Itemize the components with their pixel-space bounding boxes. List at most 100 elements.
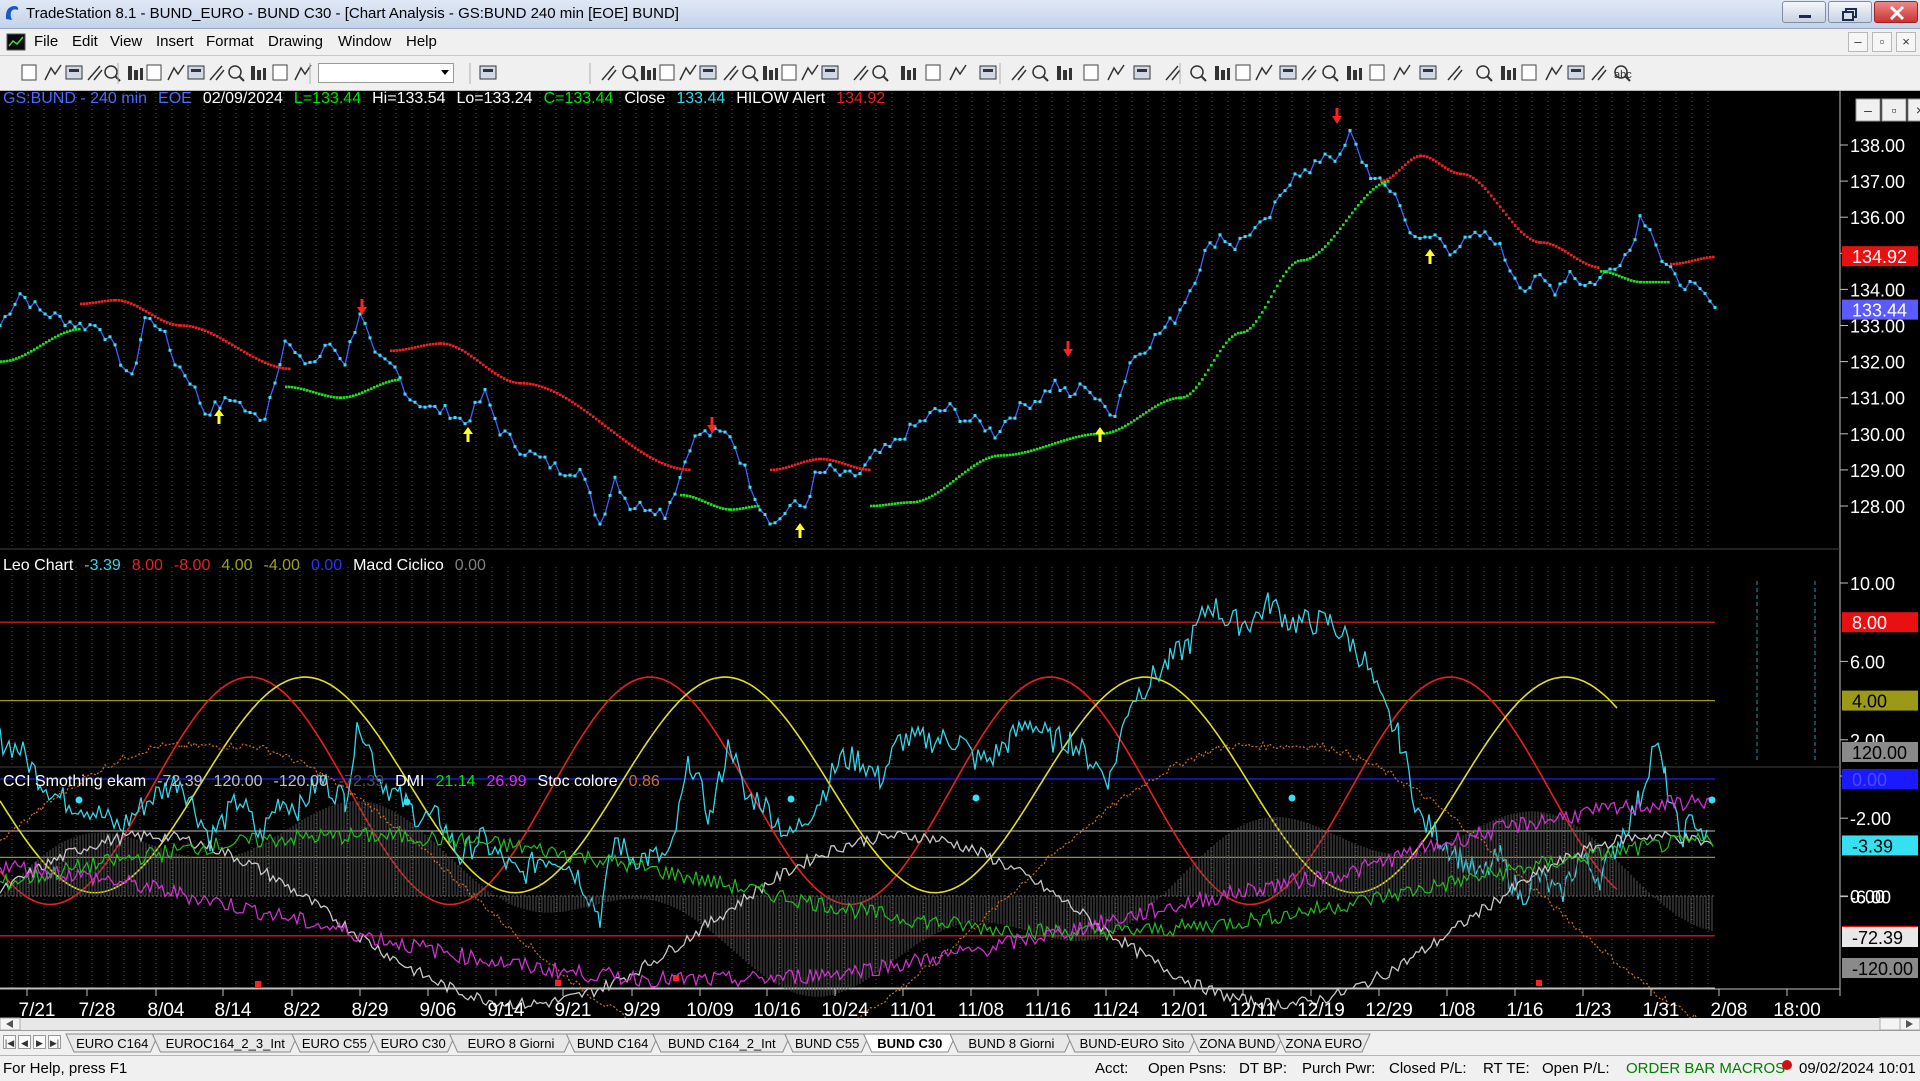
tab-next-button[interactable]: ▶: [33, 1035, 46, 1049]
menu-edit[interactable]: Edit: [72, 33, 98, 50]
toolbar-tool-icon[interactable]: [128, 66, 143, 80]
tab-first-button[interactable]: |◀: [3, 1035, 16, 1049]
tab-8[interactable]: BUND C30: [862, 1033, 957, 1053]
tab-3[interactable]: EURO C30: [370, 1033, 457, 1053]
menu-format[interactable]: Format: [206, 33, 254, 50]
toolbar-tool-icon[interactable]: [21, 64, 37, 81]
tab-0[interactable]: EURO C164: [65, 1033, 160, 1053]
menu-window[interactable]: Window: [338, 33, 392, 50]
toolbar-tool-icon[interactable]: [925, 64, 941, 81]
toolbar-tool-icon[interactable]: [272, 64, 288, 81]
tab-10[interactable]: BUND-EURO Sito: [1066, 1033, 1198, 1053]
inner-minimize-button[interactable]: –: [1855, 98, 1881, 122]
toolbar-tool-icon[interactable]: [1419, 65, 1437, 80]
toolbar-tool-icon[interactable]: [65, 65, 83, 80]
toolbar-tool-icon[interactable]: [1215, 66, 1230, 80]
chart-horizontal-scrollbar[interactable]: [0, 1017, 1920, 1030]
toolbar-tool-icon[interactable]: [479, 65, 497, 80]
toolbar-tool-icon[interactable]: [801, 64, 819, 81]
toolbar-tool-icon[interactable]: [1057, 66, 1072, 80]
toolbar-tool-icon[interactable]: [1322, 65, 1339, 82]
toolbar-tool-icon[interactable]: [622, 65, 639, 82]
toolbar-tool-icon[interactable]: [781, 64, 797, 81]
toolbar-tool-icon[interactable]: [228, 65, 245, 82]
toolbar-tool-icon[interactable]: [1133, 65, 1151, 80]
toolbar-tool-icon[interactable]: [853, 65, 869, 81]
close-button[interactable]: [1874, 1, 1918, 23]
tab-5[interactable]: BUND C164: [565, 1033, 660, 1053]
toolbar-tool-icon[interactable]: [1476, 65, 1493, 82]
toolbar-tool-icon[interactable]: [1614, 65, 1631, 82]
toolbar-tool-icon[interactable]: [1567, 65, 1585, 80]
tab-11[interactable]: ZONA BUND: [1190, 1033, 1285, 1053]
toolbar-tool-icon[interactable]: [1107, 64, 1125, 81]
toolbar-tool-icon[interactable]: [1165, 65, 1181, 81]
tab-7[interactable]: BUND C55: [784, 1033, 871, 1053]
toolbar-tool-icon[interactable]: [167, 64, 185, 81]
toolbar-tool-icon[interactable]: [1190, 65, 1207, 82]
toolbar-tool-icon[interactable]: [872, 65, 889, 82]
toolbar-tool-icon[interactable]: [1301, 65, 1317, 81]
toolbar-tool-icon[interactable]: [949, 64, 967, 81]
tab-9[interactable]: BUND 8 Giorni: [949, 1033, 1074, 1053]
toolbar-tool-icon[interactable]: [1235, 64, 1251, 81]
toolbar-tool-icon[interactable]: [1032, 65, 1049, 82]
toolbar-tool-icon[interactable]: [1393, 64, 1411, 81]
toolbar-tool-icon[interactable]: [44, 64, 62, 81]
menu-insert[interactable]: Insert: [156, 33, 194, 50]
toolbar-tool-icon[interactable]: [763, 66, 778, 80]
maximize-button[interactable]: [1828, 1, 1872, 23]
toolbar-tool-icon[interactable]: [1447, 65, 1463, 81]
minimize-button[interactable]: [1782, 1, 1826, 23]
mdi-minimize-button[interactable]: –: [1848, 32, 1868, 52]
toolbar-tool-icon[interactable]: [601, 65, 617, 81]
tab-1[interactable]: EUROC164_2_3_Int: [151, 1033, 299, 1053]
menu-view[interactable]: View: [110, 33, 143, 50]
toolbar-tool-icon[interactable]: [1591, 65, 1607, 81]
chart-canvas[interactable]: 138.00137.00136.00135.00134.00133.00132.…: [0, 91, 1920, 1030]
tabs[interactable]: EURO C164 EUROC164_2_3_Int EURO C55 EURO C3…: [0, 1031, 1920, 1055]
toolbar-tool-icon[interactable]: [1279, 65, 1297, 80]
toolbar-tool-icon[interactable]: [87, 65, 103, 81]
toolbar-tool-icon[interactable]: [1083, 64, 1099, 81]
chart-window-icon[interactable]: [6, 33, 26, 51]
toolbar-tool-icon[interactable]: [1501, 66, 1516, 80]
toolbar-tool-icon[interactable]: [146, 64, 162, 81]
mdi-close-button[interactable]: ×: [1896, 32, 1916, 52]
toolbar-tool-icon[interactable]: [1521, 64, 1537, 81]
toolbar-tool-icon[interactable]: [209, 65, 225, 81]
tab-2[interactable]: EURO C55: [291, 1033, 378, 1053]
tab-prev-button[interactable]: ◀: [18, 1035, 31, 1049]
toolbar-tool-icon[interactable]: [251, 66, 266, 80]
tab-last-button[interactable]: ▶|: [48, 1035, 61, 1049]
symbol-combo[interactable]: [318, 63, 454, 83]
toolbar-tool-icon[interactable]: [1369, 64, 1385, 81]
toolbar-tool-icon[interactable]: [723, 65, 739, 81]
menu-drawing[interactable]: Drawing: [268, 33, 324, 50]
menu-file[interactable]: File: [34, 33, 59, 50]
toolbar-tool-icon[interactable]: [1347, 66, 1362, 80]
toolbar-tool-icon[interactable]: [901, 66, 916, 80]
toolbar-tool-icon[interactable]: [821, 65, 839, 80]
toolbar-tool-icon[interactable]: [1255, 64, 1273, 81]
inner-restore-button[interactable]: ▫: [1881, 98, 1907, 122]
toolbar-tool-icon[interactable]: [641, 66, 656, 80]
chart-analysis-window[interactable]: 138.00137.00136.00135.00134.00133.00132.…: [0, 90, 1920, 1030]
tab-4[interactable]: EURO 8 Giorni: [448, 1033, 574, 1053]
toolbar-tool-icon[interactable]: [1011, 65, 1027, 81]
toolbar-tool-icon[interactable]: [979, 65, 997, 80]
tab-12[interactable]: ZONA EURO: [1276, 1033, 1371, 1053]
menu-help[interactable]: Help: [406, 33, 437, 50]
mdi-restore-button[interactable]: ▫: [1872, 32, 1892, 52]
toolbar-tool-icon[interactable]: [1545, 64, 1563, 81]
toolbar-tool-icon[interactable]: [742, 65, 759, 82]
toolbar-tool-icon[interactable]: [294, 64, 312, 81]
tab-6[interactable]: BUND C164_2_Int: [652, 1033, 792, 1053]
toolbar-tool-icon[interactable]: [104, 65, 121, 82]
toolbar-tool-icon[interactable]: [659, 64, 675, 81]
toolbar-tool-icon[interactable]: [699, 65, 717, 80]
toolbar-tool-icon[interactable]: [187, 65, 205, 80]
inner-close-button[interactable]: ×: [1907, 98, 1920, 122]
y-axis-tick-label: 132.00: [1850, 353, 1905, 373]
toolbar-tool-icon[interactable]: [679, 64, 697, 81]
